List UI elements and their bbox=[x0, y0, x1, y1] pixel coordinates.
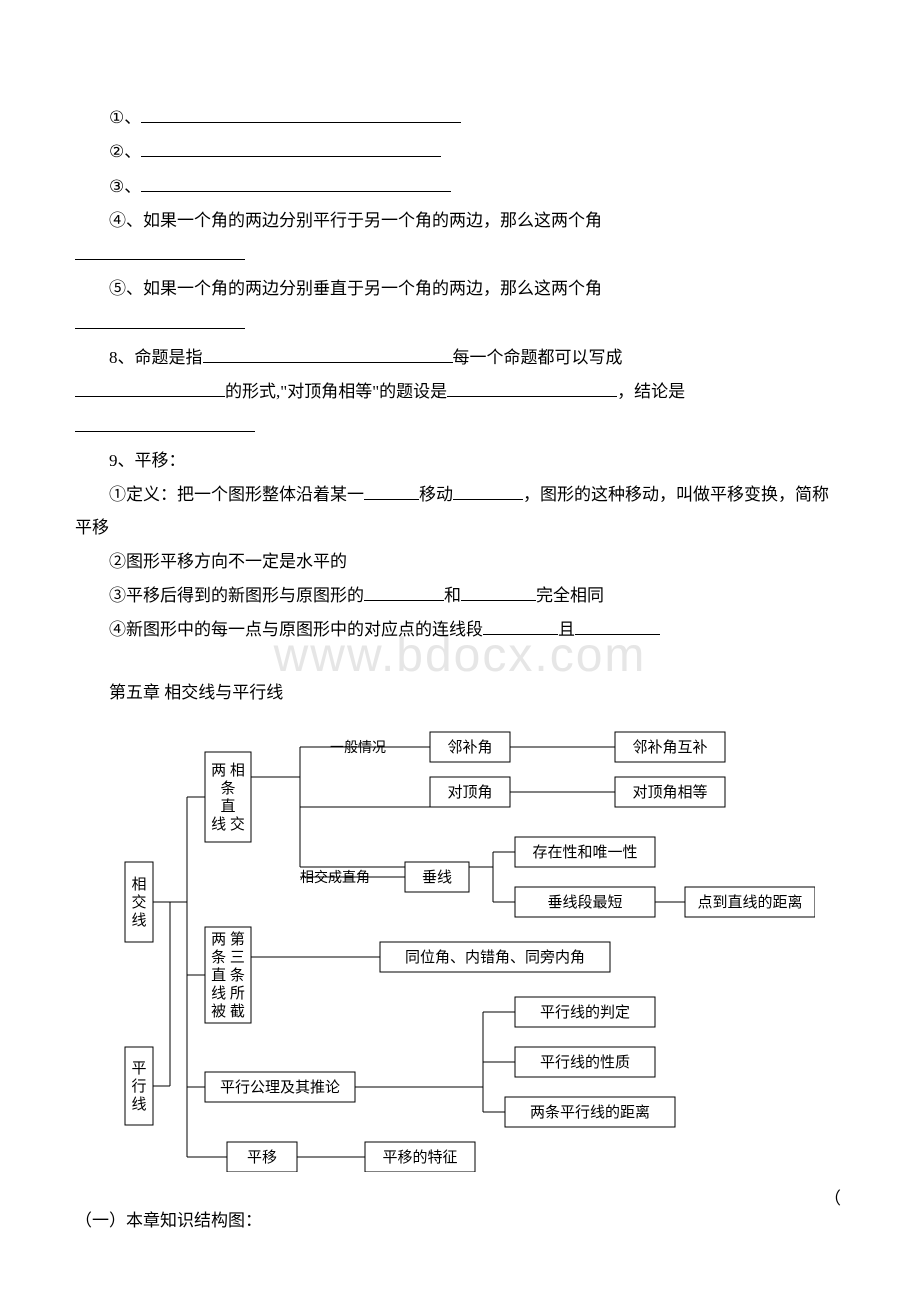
blank bbox=[203, 345, 453, 363]
svg-text:条 三: 条 三 bbox=[211, 949, 245, 966]
blank bbox=[483, 617, 558, 635]
svg-text:被 截: 被 截 bbox=[211, 1003, 245, 1020]
blank bbox=[75, 311, 245, 329]
svg-text:线: 线 bbox=[131, 1096, 146, 1113]
def-4b: 且 bbox=[558, 620, 575, 639]
svg-text:对顶角相等: 对顶角相等 bbox=[632, 783, 707, 801]
chapter-title: 第五章 相交线与平行线 bbox=[75, 677, 845, 709]
svg-text:平行公理及其推论: 平行公理及其推论 bbox=[220, 1079, 340, 1096]
def-1: ①定义：把一个图形整体沿着某一移动，图形的这种移动，叫做平移变换，简称平移 bbox=[75, 479, 845, 544]
blank bbox=[141, 174, 451, 192]
svg-text:邻补角互补: 邻补角互补 bbox=[632, 739, 707, 756]
def-4a: ④新图形中的每一点与原图形中的对应点的连线段 bbox=[109, 620, 483, 639]
svg-text:点到直线的距离: 点到直线的距离 bbox=[697, 894, 802, 911]
item-4-blank-row bbox=[75, 239, 845, 271]
item-8: 8、命题是指 每一个命题都可以写成 bbox=[75, 342, 845, 374]
item-5-blank-row bbox=[75, 308, 845, 340]
blank bbox=[461, 583, 536, 601]
blank bbox=[364, 583, 444, 601]
def-3b: 和 bbox=[444, 586, 461, 605]
svg-text:直: 直 bbox=[220, 798, 235, 815]
item-8b: 每一个命题都可以写成 bbox=[453, 348, 623, 367]
item-3-prefix: ③、 bbox=[109, 177, 141, 196]
svg-text:交: 交 bbox=[131, 893, 146, 911]
blank bbox=[575, 617, 660, 635]
svg-text:同位角、内错角、同旁内角: 同位角、内错角、同旁内角 bbox=[405, 949, 585, 966]
svg-text:直 条: 直 条 bbox=[211, 967, 245, 984]
svg-text:平: 平 bbox=[131, 1061, 146, 1077]
svg-text:平移的特征: 平移的特征 bbox=[382, 1149, 457, 1166]
document-content: ①、 ②、 ③、 ④、如果一个角的两边分别平行于另一个角的两边，那么这两个角 ⑤… bbox=[75, 102, 845, 1238]
item-1: ①、 bbox=[75, 102, 845, 134]
blank bbox=[141, 105, 461, 123]
footer-note: （一）本章知识结构图： bbox=[75, 1205, 824, 1237]
svg-text:线: 线 bbox=[131, 912, 146, 929]
blank bbox=[447, 379, 617, 397]
def-3c: 完全相同 bbox=[536, 586, 604, 605]
svg-text:相: 相 bbox=[131, 876, 146, 893]
concept-diagram: 相交线平行线两 相条直线 交两 第条 三直 条线 所被 截平行公理及其推论平移邻… bbox=[75, 717, 845, 1183]
blank bbox=[75, 242, 245, 260]
def-1a: ①定义：把一个图形整体沿着某一 bbox=[109, 485, 364, 504]
svg-text:垂线: 垂线 bbox=[422, 869, 452, 886]
svg-text:垂线段最短: 垂线段最短 bbox=[547, 894, 622, 911]
item-5: ⑤、如果一个角的两边分别垂直于另一个角的两边，那么这两个角 bbox=[75, 273, 845, 305]
item-3: ③、 bbox=[75, 171, 845, 203]
item-9: 9、平移： bbox=[75, 445, 845, 477]
svg-text:对顶角: 对顶角 bbox=[447, 784, 492, 801]
svg-text:条: 条 bbox=[220, 780, 235, 797]
svg-text:线 交: 线 交 bbox=[211, 815, 245, 833]
svg-text:线 所: 线 所 bbox=[211, 985, 245, 1002]
item-5-text: ⑤、如果一个角的两边分别垂直于另一个角的两边，那么这两个角 bbox=[109, 279, 602, 298]
svg-text:平移: 平移 bbox=[247, 1149, 277, 1166]
svg-text:两条平行线的距离: 两条平行线的距离 bbox=[530, 1104, 650, 1121]
item-4-text: ④、如果一个角的两边分别平行于另一个角的两边，那么这两个角 bbox=[109, 211, 602, 230]
def-1b: 移动 bbox=[419, 485, 453, 504]
def-2: ②图形平移方向不一定是水平的 bbox=[75, 546, 845, 578]
item-1-prefix: ①、 bbox=[109, 108, 141, 127]
blank bbox=[453, 482, 523, 500]
svg-text:平行线的判定: 平行线的判定 bbox=[540, 1004, 630, 1021]
svg-text:相交成直角: 相交成直角 bbox=[300, 869, 370, 886]
def-3a: ③平移后得到的新图形与原图形的 bbox=[109, 586, 364, 605]
svg-text:邻补角: 邻补角 bbox=[447, 739, 492, 756]
blank bbox=[75, 379, 225, 397]
item-2-prefix: ②、 bbox=[109, 142, 141, 161]
svg-text:两 相: 两 相 bbox=[211, 762, 245, 779]
item-8a: 8、命题是指 bbox=[109, 348, 203, 367]
blank bbox=[364, 482, 419, 500]
item-8c: 的形式,"对顶角相等"的题设是 bbox=[225, 382, 447, 401]
item-8-blank-row bbox=[75, 411, 845, 443]
svg-text:一般情况: 一般情况 bbox=[330, 740, 386, 756]
item-2: ②、 bbox=[75, 136, 845, 168]
item-8d: ，结论是 bbox=[617, 382, 685, 401]
def-3: ③平移后得到的新图形与原图形的 和 完全相同 bbox=[75, 580, 845, 612]
svg-text:行: 行 bbox=[131, 1078, 146, 1095]
svg-text:存在性和唯一性: 存在性和唯一性 bbox=[532, 844, 637, 861]
svg-text:两 第: 两 第 bbox=[211, 930, 245, 948]
item-4: ④、如果一个角的两边分别平行于另一个角的两边，那么这两个角 bbox=[75, 205, 845, 237]
def-4: ④新图形中的每一点与原图形中的对应点的连线段 且 bbox=[75, 614, 845, 646]
item-8-cont: 的形式,"对顶角相等"的题设是 ，结论是 bbox=[75, 376, 845, 408]
svg-text:平行线的性质: 平行线的性质 bbox=[540, 1054, 630, 1071]
blank bbox=[75, 414, 255, 432]
blank bbox=[141, 139, 441, 157]
footer-paren: （ bbox=[824, 1183, 845, 1237]
